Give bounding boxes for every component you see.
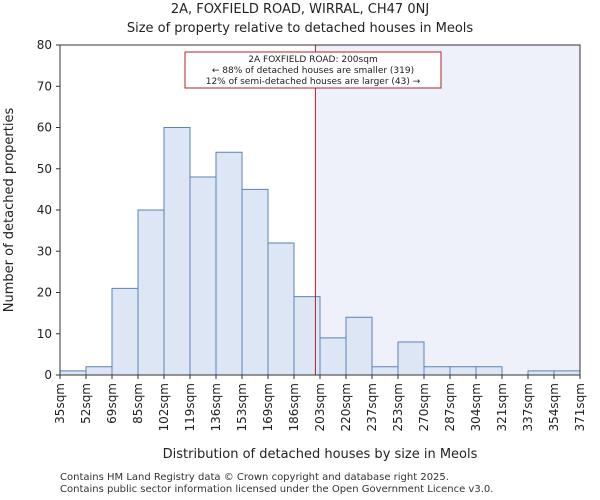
x-tick-label: 287sqm — [443, 383, 457, 431]
x-tick-label: 304sqm — [469, 383, 483, 431]
histogram-bar — [527, 370, 555, 376]
x-tick-label: 169sqm — [261, 383, 275, 431]
histogram-bar — [137, 209, 165, 376]
histogram-bar — [85, 366, 113, 376]
x-tick-label: 203sqm — [313, 383, 327, 431]
y-tick-label: 10 — [37, 327, 52, 341]
histogram-bar — [397, 341, 425, 376]
histogram-bar — [553, 370, 581, 376]
x-tick-label: 35sqm — [53, 383, 67, 424]
x-tick-label: 52sqm — [79, 383, 93, 424]
y-tick-label: 20 — [37, 286, 52, 300]
x-tick-label: 153sqm — [235, 383, 249, 431]
histogram-bar — [449, 366, 477, 376]
histogram-bar — [189, 176, 217, 376]
histogram-bar — [163, 127, 191, 376]
histogram-bar — [293, 296, 321, 376]
chart-title: 2A, FOXFIELD ROAD, WIRRAL, CH47 0NJ — [170, 2, 430, 17]
y-tick-label: 80 — [37, 38, 52, 52]
histogram-chart: 0 10 20 30 40 50 60 70 80 35sqm 52sqm 69sqm 85sqm 102… — [2, 38, 587, 462]
annotation-line-3: 12% of semi-detached houses are larger (… — [206, 77, 421, 87]
x-tick-label: 237sqm — [365, 383, 379, 431]
y-tick-label: 30 — [37, 244, 52, 258]
histogram-bar — [59, 370, 87, 376]
y-tick-label: 50 — [37, 162, 52, 176]
x-tick-label: 270sqm — [417, 383, 431, 431]
footer-line-1: Contains HM Land Registry data © Crown c… — [60, 472, 449, 483]
x-tick-label: 253sqm — [391, 383, 405, 431]
histogram-bar — [111, 287, 139, 376]
histogram-bar — [241, 188, 269, 376]
histogram-bar — [345, 316, 373, 376]
annotation-box — [184, 51, 442, 89]
annotation-line-2: ← 88% of detached houses are smaller (31… — [212, 66, 414, 76]
footer-line-2: Contains public sector information licen… — [60, 484, 494, 495]
x-tick-label: 186sqm — [287, 383, 301, 431]
x-axis-label: Distribution of detached houses by size … — [163, 447, 478, 462]
x-tick-label: 337sqm — [521, 383, 535, 431]
x-tick-label: 119sqm — [183, 383, 197, 431]
y-tick-label: 0 — [44, 368, 52, 382]
y-axis-label: Number of detached properties — [2, 108, 17, 313]
x-tick-label: 220sqm — [339, 383, 353, 431]
histogram-bar — [371, 366, 399, 376]
x-tick-label: 136sqm — [209, 383, 223, 431]
y-tick-label: 70 — [37, 79, 52, 93]
chart-subtitle: Size of property relative to detached ho… — [126, 21, 474, 36]
x-tick-label: 371sqm — [573, 383, 587, 431]
x-tick-label: 69sqm — [105, 383, 119, 424]
histogram-bar — [215, 151, 243, 376]
y-tick-label: 60 — [37, 121, 52, 135]
histogram-bar — [423, 366, 451, 376]
x-tick-label: 102sqm — [157, 383, 171, 431]
x-tick-label: 354sqm — [547, 383, 561, 431]
histogram-bar — [267, 242, 295, 376]
x-tick-label: 85sqm — [131, 383, 145, 424]
histogram-bar — [319, 337, 347, 376]
annotation-line-1: 2A FOXFIELD ROAD: 200sqm — [248, 55, 377, 65]
x-tick-label: 321sqm — [495, 383, 509, 431]
histogram-bar — [475, 366, 503, 376]
y-tick-label: 40 — [37, 203, 52, 217]
